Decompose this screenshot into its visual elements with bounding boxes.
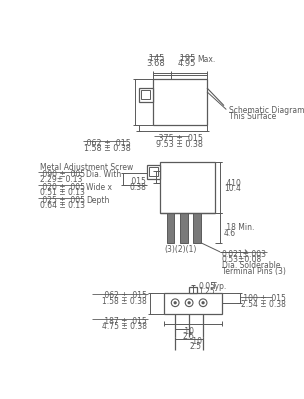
- Text: 9.53 ± 0.38: 9.53 ± 0.38: [156, 140, 203, 148]
- Bar: [161, 162, 215, 213]
- Text: 0.021±.003: 0.021±.003: [222, 250, 267, 259]
- Bar: [193, 213, 201, 243]
- Text: .090 ± .005: .090 ± .005: [40, 170, 85, 178]
- Circle shape: [174, 302, 176, 304]
- Text: .375 ± .015: .375 ± .015: [156, 134, 203, 143]
- Text: 4.95: 4.95: [178, 59, 196, 69]
- Text: 1.58 ± 0.38: 1.58 ± 0.38: [85, 144, 131, 153]
- Text: Dia. With: Dia. With: [86, 170, 121, 178]
- Bar: [139, 88, 153, 102]
- Text: Typ.: Typ.: [212, 282, 228, 291]
- Text: .410: .410: [224, 179, 241, 188]
- Text: Metal Adjustment Screw: Metal Adjustment Screw: [40, 163, 133, 172]
- Text: 0.53±0.08: 0.53±0.08: [222, 255, 262, 264]
- Text: 2.5: 2.5: [190, 342, 202, 351]
- Text: 2.5: 2.5: [182, 332, 194, 341]
- Text: 10.4: 10.4: [224, 184, 241, 193]
- Text: This Surface: This Surface: [230, 112, 277, 121]
- Text: Max.: Max.: [197, 55, 215, 64]
- Text: 3.68: 3.68: [147, 59, 165, 69]
- Circle shape: [202, 302, 204, 304]
- Bar: [149, 167, 158, 176]
- Text: 4.6: 4.6: [224, 229, 236, 238]
- Circle shape: [188, 302, 190, 304]
- Text: 0.05: 0.05: [199, 282, 216, 291]
- Text: Terminal Pins (3): Terminal Pins (3): [222, 267, 285, 276]
- Bar: [153, 79, 207, 125]
- Text: .025 ± .005: .025 ± .005: [40, 196, 85, 205]
- Text: .145: .145: [147, 54, 165, 63]
- Text: .062 ± .015: .062 ± .015: [102, 291, 147, 300]
- Text: .020 ± .005: .020 ± .005: [40, 183, 85, 192]
- Text: .18 Min.: .18 Min.: [224, 223, 254, 233]
- Text: .100 ± .015: .100 ± .015: [241, 294, 286, 303]
- Text: 0.64 ± 0.13: 0.64 ± 0.13: [40, 201, 85, 210]
- Bar: [189, 286, 197, 293]
- Text: .187 ± .015: .187 ± .015: [102, 317, 147, 326]
- Text: Depth: Depth: [86, 196, 109, 205]
- Text: .015: .015: [130, 177, 147, 186]
- Text: Schematic Diagram: Schematic Diagram: [230, 107, 304, 115]
- Bar: [147, 165, 161, 179]
- Text: 1.58 ± 0.38: 1.58 ± 0.38: [102, 296, 147, 306]
- Bar: [180, 213, 188, 243]
- Text: .10: .10: [190, 337, 202, 346]
- Text: 0.51 ± 0.13: 0.51 ± 0.13: [40, 188, 85, 197]
- Text: 1.25: 1.25: [199, 287, 215, 296]
- Text: 0.38: 0.38: [130, 183, 147, 192]
- Bar: [164, 293, 222, 314]
- Text: Dia. Solderable: Dia. Solderable: [222, 261, 280, 270]
- Bar: [167, 213, 174, 243]
- Text: .10: .10: [182, 327, 194, 336]
- Text: 2.29± 0.13: 2.29± 0.13: [40, 175, 82, 184]
- Text: .062 ± .015: .062 ± .015: [85, 139, 131, 148]
- Text: Wide x: Wide x: [86, 183, 112, 192]
- Text: 4.75 ± 0.38: 4.75 ± 0.38: [102, 322, 147, 331]
- Bar: [141, 90, 150, 99]
- Text: .195: .195: [178, 54, 196, 63]
- Text: (3)(2)(1): (3)(2)(1): [164, 245, 197, 254]
- Text: 2.54 ± 0.38: 2.54 ± 0.38: [241, 300, 286, 309]
